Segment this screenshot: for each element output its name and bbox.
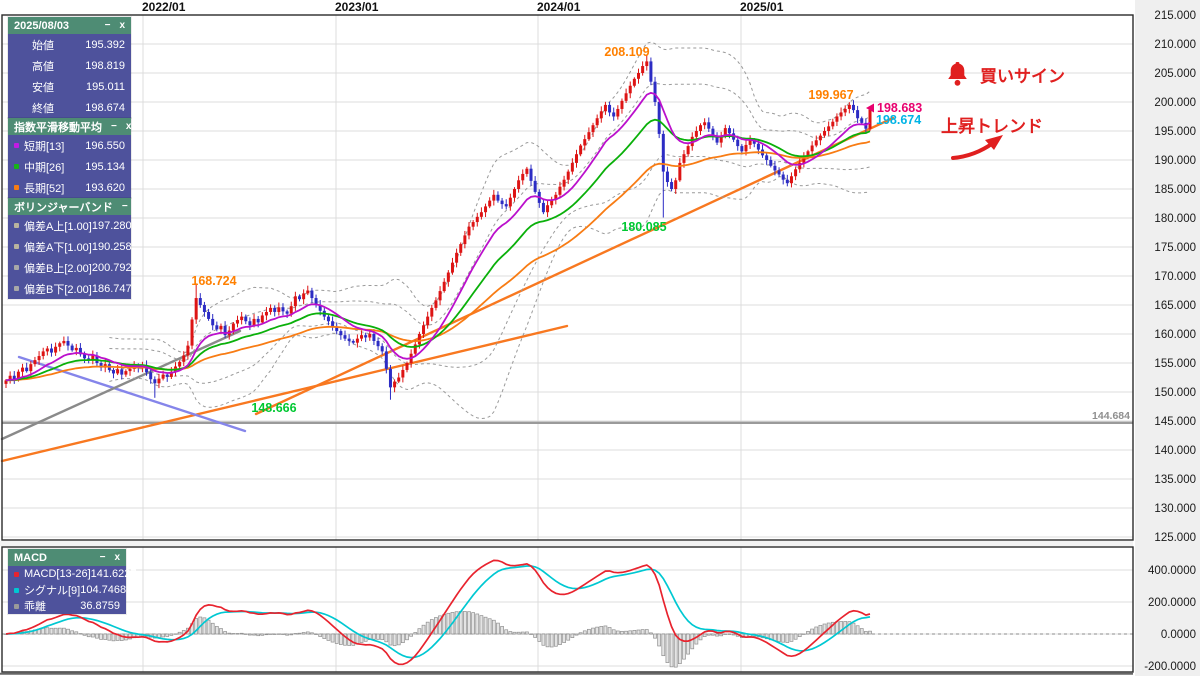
svg-text:2023/01: 2023/01 — [335, 0, 379, 14]
svg-text:2025/01: 2025/01 — [740, 0, 784, 14]
series-color-dot — [14, 603, 19, 609]
svg-text:144.684: 144.684 — [1092, 410, 1130, 422]
minimize-button[interactable]: − — [99, 552, 106, 563]
bell-icon — [948, 62, 967, 86]
svg-text:135.000: 135.000 — [1154, 474, 1196, 486]
uptrend-arrow-icon — [951, 135, 1003, 160]
series-color-dot — [14, 244, 19, 249]
close-button[interactable]: x — [136, 201, 143, 212]
svg-text:130.000: 130.000 — [1154, 503, 1196, 515]
series-color-dot — [14, 265, 19, 270]
macd-divergence-row: 乖離 36.8759 — [8, 598, 126, 614]
svg-text:125.000: 125.000 — [1154, 532, 1196, 544]
svg-text:185.000: 185.000 — [1154, 184, 1196, 196]
uptrend-annotation: 上昇トレンド — [941, 112, 1043, 137]
svg-text:168.724: 168.724 — [191, 274, 236, 288]
minimize-button[interactable]: − — [121, 201, 128, 212]
macd-signal-row: シグナル[9] 104.7468 — [8, 582, 126, 598]
bb-a-lower-row: 偏差A下[1.00] 190.258 — [8, 236, 132, 257]
uptrend-arrow — [951, 134, 1007, 167]
bb-b-upper-row: 偏差B上[2.00] 200.792 — [8, 257, 132, 278]
svg-text:198.683: 198.683 — [877, 101, 922, 115]
ema-short-row: 短期[13] 196.550 — [8, 135, 131, 156]
ema-long-row: 長期[52] 193.620 — [8, 177, 131, 198]
svg-text:175.000: 175.000 — [1154, 242, 1196, 254]
svg-text:140.000: 140.000 — [1154, 445, 1196, 457]
close-price-row: 終値 198.674 — [32, 101, 125, 115]
bollinger-panel-header[interactable]: ボリンジャーバンド − x — [8, 198, 142, 215]
svg-text:2024/01: 2024/01 — [537, 0, 581, 14]
bb-b-lower-row: 偏差B下[2.00] 186.747 — [8, 278, 132, 299]
ohlc-info-panel: 2025/08/03 − x 始値 195.392 高値 198.819 安値 195… — [8, 17, 131, 118]
close-button[interactable]: x — [114, 552, 120, 563]
series-color-dot — [14, 185, 19, 190]
minimize-button[interactable]: − — [104, 20, 111, 31]
svg-text:208.109: 208.109 — [604, 45, 649, 59]
buy-signal-label: 買いサイン — [980, 67, 1065, 86]
ema-mid-row: 中期[26] 195.134 — [8, 156, 131, 177]
svg-text:198.674: 198.674 — [876, 113, 921, 127]
svg-text:2022/01: 2022/01 — [142, 0, 186, 14]
close-button[interactable]: x — [119, 20, 125, 31]
macd-panel-header[interactable]: MACD − x — [8, 549, 126, 566]
ema-panel-title: 指数平滑移動平均 — [14, 121, 102, 134]
svg-text:210.000: 210.000 — [1154, 39, 1196, 51]
svg-text:400.0000: 400.0000 — [1148, 565, 1196, 577]
bb-a-upper-row: 偏差A上[1.00] 197.280 — [8, 215, 132, 236]
svg-text:170.000: 170.000 — [1154, 271, 1196, 283]
bollinger-info-panel: ボリンジャーバンド − x 偏差A上[1.00] 197.280 偏差A下[1.0… — [8, 198, 142, 299]
series-color-dot — [14, 143, 19, 148]
svg-text:215.000: 215.000 — [1154, 10, 1196, 22]
minimize-button[interactable]: − — [111, 121, 117, 132]
svg-text:200.000: 200.000 — [1154, 97, 1196, 109]
series-color-dot — [14, 223, 19, 228]
svg-text:205.000: 205.000 — [1154, 68, 1196, 80]
macd-panel-title: MACD — [14, 551, 47, 564]
svg-text:160.000: 160.000 — [1154, 329, 1196, 341]
svg-text:200.0000: 200.0000 — [1148, 597, 1196, 609]
svg-text:180.085: 180.085 — [621, 220, 666, 234]
ohlc-panel-header[interactable]: 2025/08/03 − x — [8, 17, 131, 34]
svg-text:180.000: 180.000 — [1154, 213, 1196, 225]
high-price-row: 高値 198.819 — [32, 59, 125, 73]
svg-text:145.000: 145.000 — [1154, 416, 1196, 428]
ema-info-panel: 指数平滑移動平均 − x 短期[13] 196.550 中期[26] 195.134… — [8, 118, 131, 198]
bollinger-panel-title: ボリンジャーバンド — [14, 201, 113, 214]
macd-info-panel: MACD − x MACD[13-26] 141.6227 シグナル[9] 104.… — [8, 549, 137, 614]
svg-text:150.000: 150.000 — [1154, 387, 1196, 399]
svg-text:195.000: 195.000 — [1154, 126, 1196, 138]
open-price-row: 始値 195.392 — [32, 38, 125, 52]
macd-value-row: MACD[13-26] 141.6227 — [8, 566, 137, 582]
svg-text:165.000: 165.000 — [1154, 300, 1196, 312]
series-color-dot — [14, 571, 19, 577]
buy-signal-annotation: 買いサイン — [946, 62, 1065, 87]
uptrend-label: 上昇トレンド — [941, 117, 1043, 136]
svg-text:148.666: 148.666 — [251, 401, 296, 415]
panel-date-title: 2025/08/03 — [14, 19, 70, 32]
low-price-row: 安値 195.011 — [32, 80, 125, 94]
svg-text:0.0000: 0.0000 — [1161, 629, 1196, 641]
close-button[interactable]: x — [125, 121, 132, 132]
svg-text:-200.0000: -200.0000 — [1144, 661, 1196, 673]
ema-panel-header[interactable]: 指数平滑移動平均 − x — [8, 118, 131, 135]
svg-text:199.967: 199.967 — [808, 88, 853, 102]
series-color-dot — [14, 587, 19, 593]
svg-text:190.000: 190.000 — [1154, 155, 1196, 167]
svg-text:155.000: 155.000 — [1154, 358, 1196, 370]
series-color-dot — [14, 164, 19, 169]
series-color-dot — [14, 286, 19, 291]
